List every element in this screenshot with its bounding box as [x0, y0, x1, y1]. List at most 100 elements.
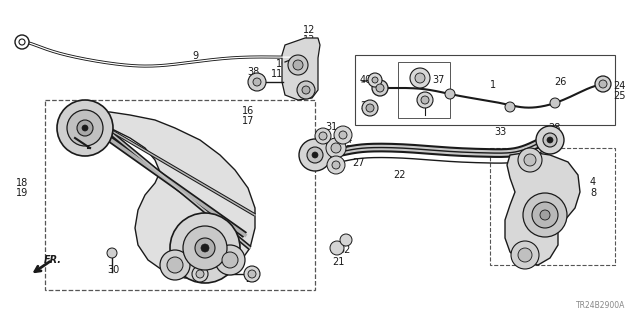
Circle shape [67, 110, 103, 146]
Circle shape [421, 96, 429, 104]
Circle shape [192, 266, 208, 282]
Text: 12: 12 [303, 25, 316, 35]
Circle shape [445, 89, 455, 99]
Text: FR.: FR. [44, 255, 62, 265]
Text: 25: 25 [613, 91, 625, 101]
Circle shape [307, 147, 323, 163]
Text: 8: 8 [590, 188, 596, 198]
Text: 21: 21 [332, 257, 344, 267]
Text: 29: 29 [198, 274, 211, 284]
Circle shape [518, 148, 542, 172]
Text: 35: 35 [71, 126, 83, 136]
Circle shape [293, 60, 303, 70]
Text: 33: 33 [494, 127, 506, 137]
Text: 28: 28 [548, 123, 561, 133]
Text: 10: 10 [276, 59, 288, 69]
Circle shape [107, 248, 117, 258]
Circle shape [160, 250, 190, 280]
Circle shape [376, 84, 384, 92]
Text: 31: 31 [325, 122, 337, 132]
Text: 37: 37 [432, 75, 444, 85]
Circle shape [253, 78, 261, 86]
Bar [355, 55, 615, 125]
Circle shape [77, 120, 93, 136]
Text: 26: 26 [554, 77, 566, 87]
Bar [490, 148, 615, 265]
Text: 1: 1 [490, 80, 496, 90]
Circle shape [340, 234, 352, 246]
Text: 13: 13 [303, 35, 316, 45]
Polygon shape [282, 38, 320, 100]
Circle shape [201, 244, 209, 252]
Text: 19: 19 [16, 188, 28, 198]
Circle shape [331, 143, 341, 153]
Circle shape [248, 73, 266, 91]
Text: 30: 30 [107, 265, 119, 275]
Circle shape [334, 126, 352, 144]
Circle shape [550, 98, 560, 108]
Polygon shape [60, 112, 255, 278]
Text: 11: 11 [271, 69, 284, 79]
Circle shape [288, 55, 308, 75]
Circle shape [372, 77, 378, 83]
Text: 9: 9 [192, 51, 198, 61]
Text: 24: 24 [613, 81, 625, 91]
Text: 27: 27 [352, 158, 365, 168]
Circle shape [410, 68, 430, 88]
Circle shape [215, 245, 245, 275]
Circle shape [595, 76, 611, 92]
Text: 5: 5 [532, 157, 538, 167]
Circle shape [547, 137, 553, 143]
Text: 22: 22 [393, 170, 406, 180]
Circle shape [319, 132, 327, 140]
Circle shape [196, 270, 204, 278]
Circle shape [15, 35, 29, 49]
Bar [45, 100, 315, 290]
Circle shape [417, 92, 433, 108]
Circle shape [532, 202, 558, 228]
Text: 40: 40 [360, 75, 372, 85]
Circle shape [505, 102, 515, 112]
Circle shape [372, 80, 388, 96]
Circle shape [315, 128, 331, 144]
Text: 4: 4 [590, 177, 596, 187]
Text: 17: 17 [242, 116, 254, 126]
Circle shape [297, 81, 315, 99]
Text: 18: 18 [16, 178, 28, 188]
Circle shape [540, 210, 550, 220]
Circle shape [222, 252, 238, 268]
Text: 32: 32 [338, 245, 350, 255]
Circle shape [170, 213, 240, 283]
Circle shape [511, 241, 539, 269]
Text: 14: 14 [341, 135, 353, 145]
Circle shape [523, 193, 567, 237]
Circle shape [57, 100, 113, 156]
Circle shape [339, 131, 347, 139]
Circle shape [362, 100, 378, 116]
Circle shape [244, 266, 260, 282]
Text: TR24B2900A: TR24B2900A [575, 301, 625, 310]
Text: 39: 39 [298, 80, 310, 90]
Circle shape [19, 39, 25, 45]
Circle shape [183, 226, 227, 270]
Circle shape [332, 161, 340, 169]
Text: 6: 6 [510, 165, 516, 175]
Text: 15: 15 [341, 145, 353, 155]
Circle shape [195, 238, 215, 258]
Circle shape [167, 257, 183, 273]
Circle shape [366, 104, 374, 112]
Circle shape [518, 248, 532, 262]
Circle shape [536, 126, 564, 154]
Circle shape [312, 152, 318, 158]
Circle shape [82, 125, 88, 131]
Circle shape [299, 139, 331, 171]
Polygon shape [505, 152, 580, 265]
Circle shape [330, 241, 344, 255]
Circle shape [415, 73, 425, 83]
Bar [398, 62, 450, 118]
Circle shape [302, 86, 310, 94]
Circle shape [543, 133, 557, 147]
Text: 16: 16 [242, 106, 254, 116]
Circle shape [327, 156, 345, 174]
Text: 38: 38 [247, 67, 259, 77]
